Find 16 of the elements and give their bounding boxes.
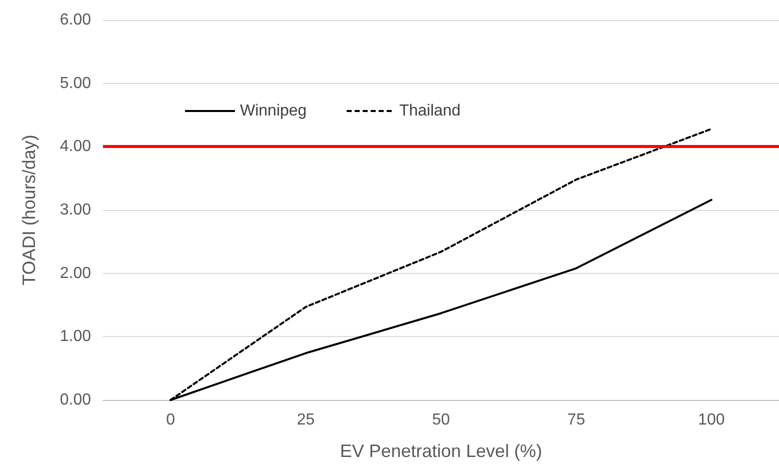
y-axis-title: TOADI (hours/day) [19,134,39,286]
y-tick-label: 4.00 [60,138,92,156]
y-tick-label: 5.00 [60,74,92,92]
y-tick-label: 3.00 [60,202,92,218]
x-tick-label: 50 [432,412,450,428]
x-tick-label: 75 [567,412,586,428]
x-tick-label: 0 [166,412,176,428]
x-axis-title: EV Penetration Level (%) [340,441,542,461]
y-tick-label: 2.00 [60,264,92,282]
x-tick-label: 25 [296,412,315,428]
y-tick-label: 6.00 [60,12,92,28]
legend-label: Winnipeg [240,102,307,120]
legend-label: Thailand [399,102,461,120]
y-tick-label: 1.00 [60,328,92,346]
x-tick-label: 100 [698,412,725,428]
y-tick-label: 0.00 [60,392,92,408]
